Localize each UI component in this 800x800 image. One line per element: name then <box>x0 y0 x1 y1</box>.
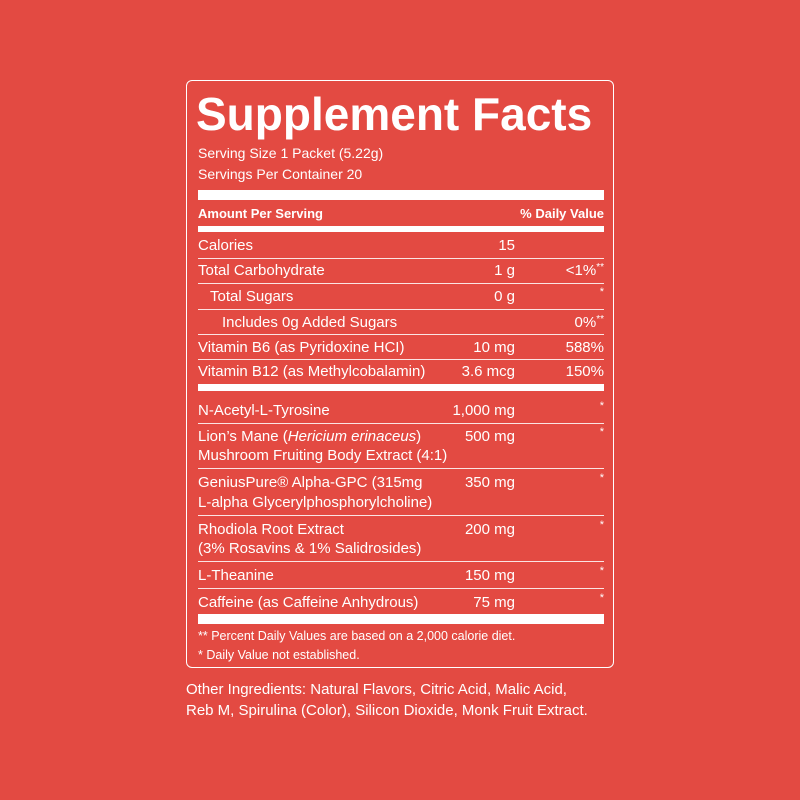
row-name-part: ) <box>416 428 422 445</box>
row-rule <box>198 561 604 562</box>
row-name-latin: Hericium erinaceus <box>287 428 417 445</box>
row-name: Total Sugars <box>210 288 294 305</box>
row-rule <box>198 334 604 335</box>
row-dv: * <box>599 400 604 412</box>
facts-panel <box>186 80 614 668</box>
row-dv: * <box>599 565 604 577</box>
row-amount: 0 g <box>494 288 515 305</box>
row-name: Vitamin B12 (as Methylcobalamin) <box>198 363 426 380</box>
row-dv-note: ** <box>596 262 604 273</box>
thick-rule <box>198 384 604 391</box>
serving-size: Serving Size 1 Packet (5.22g) <box>198 145 384 161</box>
row-amount: 10 mg <box>473 339 515 356</box>
row-amount: 1,000 mg <box>452 402 515 419</box>
row-dv: <1% <box>565 262 597 279</box>
row-amount: 350 mg <box>464 474 515 491</box>
row-rule <box>198 283 604 284</box>
row-dv-cell: <1%** <box>565 262 604 279</box>
row-dv: * <box>599 426 604 438</box>
footnote: ** Percent Daily Values are based on a 2… <box>198 629 516 643</box>
medium-rule <box>198 226 604 232</box>
row-dv: * <box>599 286 604 298</box>
thick-rule <box>198 614 604 624</box>
row-dv: * <box>599 592 604 604</box>
row-name: Rhodiola Root Extract <box>198 521 344 538</box>
row-amount: 1 g <box>494 262 515 279</box>
row-rule <box>198 258 604 259</box>
other-ingredients: Reb M, Spirulina (Color), Silicon Dioxid… <box>186 702 588 719</box>
row-name: (3% Rosavins & 1% Salidrosides) <box>198 540 422 557</box>
row-rule <box>198 309 604 310</box>
header-amount: Amount Per Serving <box>198 206 323 221</box>
title: Supplement Facts <box>196 88 593 140</box>
row-dv-cell: 0%** <box>574 314 604 331</box>
row-amount: 75 mg <box>473 594 515 611</box>
row-rule <box>198 515 604 516</box>
row-amount: 150 mg <box>464 567 515 584</box>
row-amount: 3.6 mcg <box>461 363 515 380</box>
other-ingredients: Other Ingredients: Natural Flavors, Citr… <box>186 681 567 698</box>
row-dv: * <box>599 519 604 531</box>
header-daily-value: % Daily Value <box>520 206 604 221</box>
row-rule <box>198 468 604 469</box>
row-name: Vitamin B6 (as Pyridoxine HCI) <box>198 339 405 356</box>
row-dv: 150% <box>565 363 604 380</box>
row-rule <box>198 588 604 589</box>
row-name: Mushroom Fruiting Body Extract (4:1) <box>198 447 448 464</box>
row-dv: 588% <box>565 339 604 356</box>
row-name: Calories <box>198 237 254 254</box>
row-amount: 15 <box>498 237 515 254</box>
row-amount: 200 mg <box>464 521 515 538</box>
row-rule <box>198 359 604 360</box>
row-name: Caffeine (as Caffeine Anhydrous) <box>198 594 419 611</box>
row-dv: 0% <box>574 314 597 331</box>
row-name: Lion’s Mane (Hericium erinaceus) <box>198 429 421 444</box>
thick-rule <box>198 190 604 200</box>
row-dv-note: ** <box>596 314 604 325</box>
row-name: Total Carbohydrate <box>198 262 325 279</box>
row-name: Includes 0g Added Sugars <box>222 314 398 331</box>
row-name: N-Acetyl-L-Tyrosine <box>198 402 330 419</box>
row-name: L-Theanine <box>198 567 274 584</box>
row-name: GeniusPure® Alpha-GPC (315mg <box>198 474 423 491</box>
row-dv: * <box>599 472 604 484</box>
servings-per-container: Servings Per Container 20 <box>198 166 363 182</box>
row-amount: 500 mg <box>464 428 515 445</box>
footnote: * Daily Value not established. <box>198 648 360 662</box>
row-name: L-alpha Glycerylphosphorylcholine) <box>198 494 433 511</box>
row-name-part: Lion’s Mane ( <box>198 428 288 445</box>
row-rule <box>198 423 604 424</box>
